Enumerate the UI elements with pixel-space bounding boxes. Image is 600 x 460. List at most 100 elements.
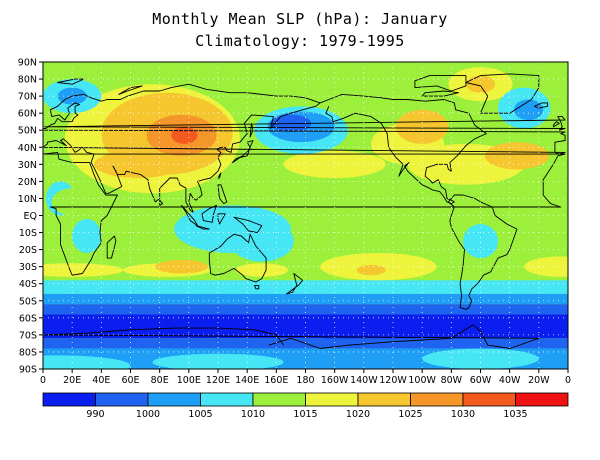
lat-tick-label: 10N	[18, 194, 37, 205]
coastline-sakhalin	[249, 122, 254, 138]
lon-tick-label: 20E	[63, 375, 81, 386]
coastline-java	[195, 225, 210, 230]
coastline-australia	[208, 233, 267, 283]
coastline-antarctica-west	[43, 324, 540, 349]
pressure-region	[72, 218, 102, 254]
colorbar-label: 1035	[503, 409, 527, 420]
pressure-region	[43, 355, 131, 369]
coastline-novaya-zemlya	[118, 85, 143, 95]
pressure-region	[43, 293, 568, 305]
lon-tick-label: 80W	[441, 375, 463, 386]
colorbar-swatch	[515, 392, 569, 407]
coastline-north-america	[319, 93, 487, 205]
lon-tick-label: 40W	[499, 375, 521, 386]
coastlines	[43, 73, 566, 349]
colorbar-swatch	[305, 392, 359, 407]
coastline-south-america	[447, 194, 518, 310]
lat-lon-grid	[43, 62, 568, 369]
lon-tick-label: 140E	[235, 375, 259, 386]
colorbar-label: 1000	[136, 409, 160, 420]
colorbar-swatch	[357, 392, 411, 407]
colorbar-label: 1005	[188, 409, 212, 420]
lat-tick-label: 70N	[18, 92, 37, 103]
coastline-ireland	[552, 121, 560, 128]
coastline-canadian-islands	[414, 75, 467, 92]
lat-tick-label: 40N	[18, 143, 37, 154]
coastline-antarctica-east	[43, 327, 284, 346]
colorbar-swatch	[462, 392, 516, 407]
lat-tick-label: 30S	[19, 262, 37, 273]
lat-tick-label: 30N	[18, 160, 37, 171]
lon-tick-label: 180	[296, 375, 314, 386]
coastline-borneo	[201, 204, 217, 223]
pressure-region	[395, 109, 449, 144]
lat-tick-label: 90S	[19, 365, 37, 376]
lon-tick-label: 0	[565, 375, 571, 386]
pressure-region	[514, 99, 544, 120]
colorbar-swatch	[200, 392, 254, 407]
lon-tick-label: 120E	[206, 375, 230, 386]
lat-tick-label: 20S	[19, 245, 37, 256]
coastline-eurasia	[43, 83, 566, 213]
pressure-region	[356, 264, 386, 276]
lon-tick-label: 80E	[151, 375, 169, 386]
lon-tick-label: 40E	[92, 375, 110, 386]
pressure-field	[43, 62, 568, 369]
lat-tick-label: EQ	[24, 211, 37, 222]
pressure-region	[43, 304, 568, 315]
coastline-britain	[44, 116, 566, 131]
colorbar-label: 1010	[241, 409, 265, 420]
colorbar-swatch	[252, 392, 306, 407]
coastline-sumatra	[181, 204, 199, 227]
lat-tick-label: 80N	[18, 75, 37, 86]
lon-tick-label: 0	[40, 375, 46, 386]
lat-tick-label: 90N	[18, 58, 37, 69]
lat-tick-label: 50N	[18, 126, 37, 137]
lat-tick-label: 80S	[19, 347, 37, 358]
colorbar-label: 1020	[346, 409, 370, 420]
colorbar-swatch	[95, 392, 149, 407]
coastline-baffin-area	[421, 90, 460, 97]
chart-title-line-1: Monthly Mean SLP (hPa): January	[152, 10, 448, 28]
lat-tick-label: 60S	[19, 313, 37, 324]
colorbar-label: 990	[86, 409, 104, 420]
pressure-region	[524, 256, 568, 277]
lat-tick-label: 70S	[19, 330, 37, 341]
colorbar-swatch	[147, 392, 201, 407]
lon-tick-label: 120W	[379, 375, 407, 386]
lat-tick-label: 10S	[19, 228, 37, 239]
colorbar-label: 1015	[293, 409, 317, 420]
lat-tick-label: 60N	[18, 109, 37, 120]
coastline-new-zealand	[286, 273, 304, 295]
pressure-region	[152, 353, 284, 369]
coastline-greenland	[465, 73, 540, 114]
pressure-region	[465, 75, 496, 93]
pressure-region	[422, 348, 539, 369]
pressure-region	[463, 224, 498, 259]
lat-tick-label: 40S	[19, 279, 37, 290]
coastline-tasmania	[254, 284, 260, 290]
pressure-region	[51, 188, 93, 216]
coastline-new-guinea	[233, 216, 263, 234]
coastline-iceland	[534, 102, 549, 109]
colorbar-label: 1025	[398, 409, 422, 420]
lon-tick-label: 160E	[264, 375, 288, 386]
colorbar-label: 1030	[451, 409, 475, 420]
coastline-japan	[232, 140, 254, 164]
lon-tick-label: 140W	[350, 375, 378, 386]
coastline-philippines	[217, 184, 228, 205]
lon-tick-label: 100E	[177, 375, 201, 386]
chart-title-line-2: Climatology: 1979-1995	[195, 32, 405, 50]
longitude-ticks: 0 20E 40E 60E 80E 100E 120E 140E 160E 180 160W 140W…	[40, 369, 571, 386]
lon-tick-label: 60E	[121, 375, 139, 386]
lat-tick-label: 20N	[18, 177, 37, 188]
colorbar-swatch	[410, 392, 464, 407]
lon-tick-label: 160W	[321, 375, 349, 386]
coastline-taiwan	[217, 172, 222, 179]
latitude-ticks: 90N 80N 70N 60N 50N 40N 30N 20N 10N EQ 10S 20S 30S 40…	[18, 58, 43, 376]
coastline-africa	[43, 151, 566, 276]
pressure-region	[229, 220, 294, 262]
colorbar: 990 1000 1005 1010 1015 1020 1025 1030 1035	[42, 392, 569, 420]
pressure-region	[484, 142, 550, 170]
